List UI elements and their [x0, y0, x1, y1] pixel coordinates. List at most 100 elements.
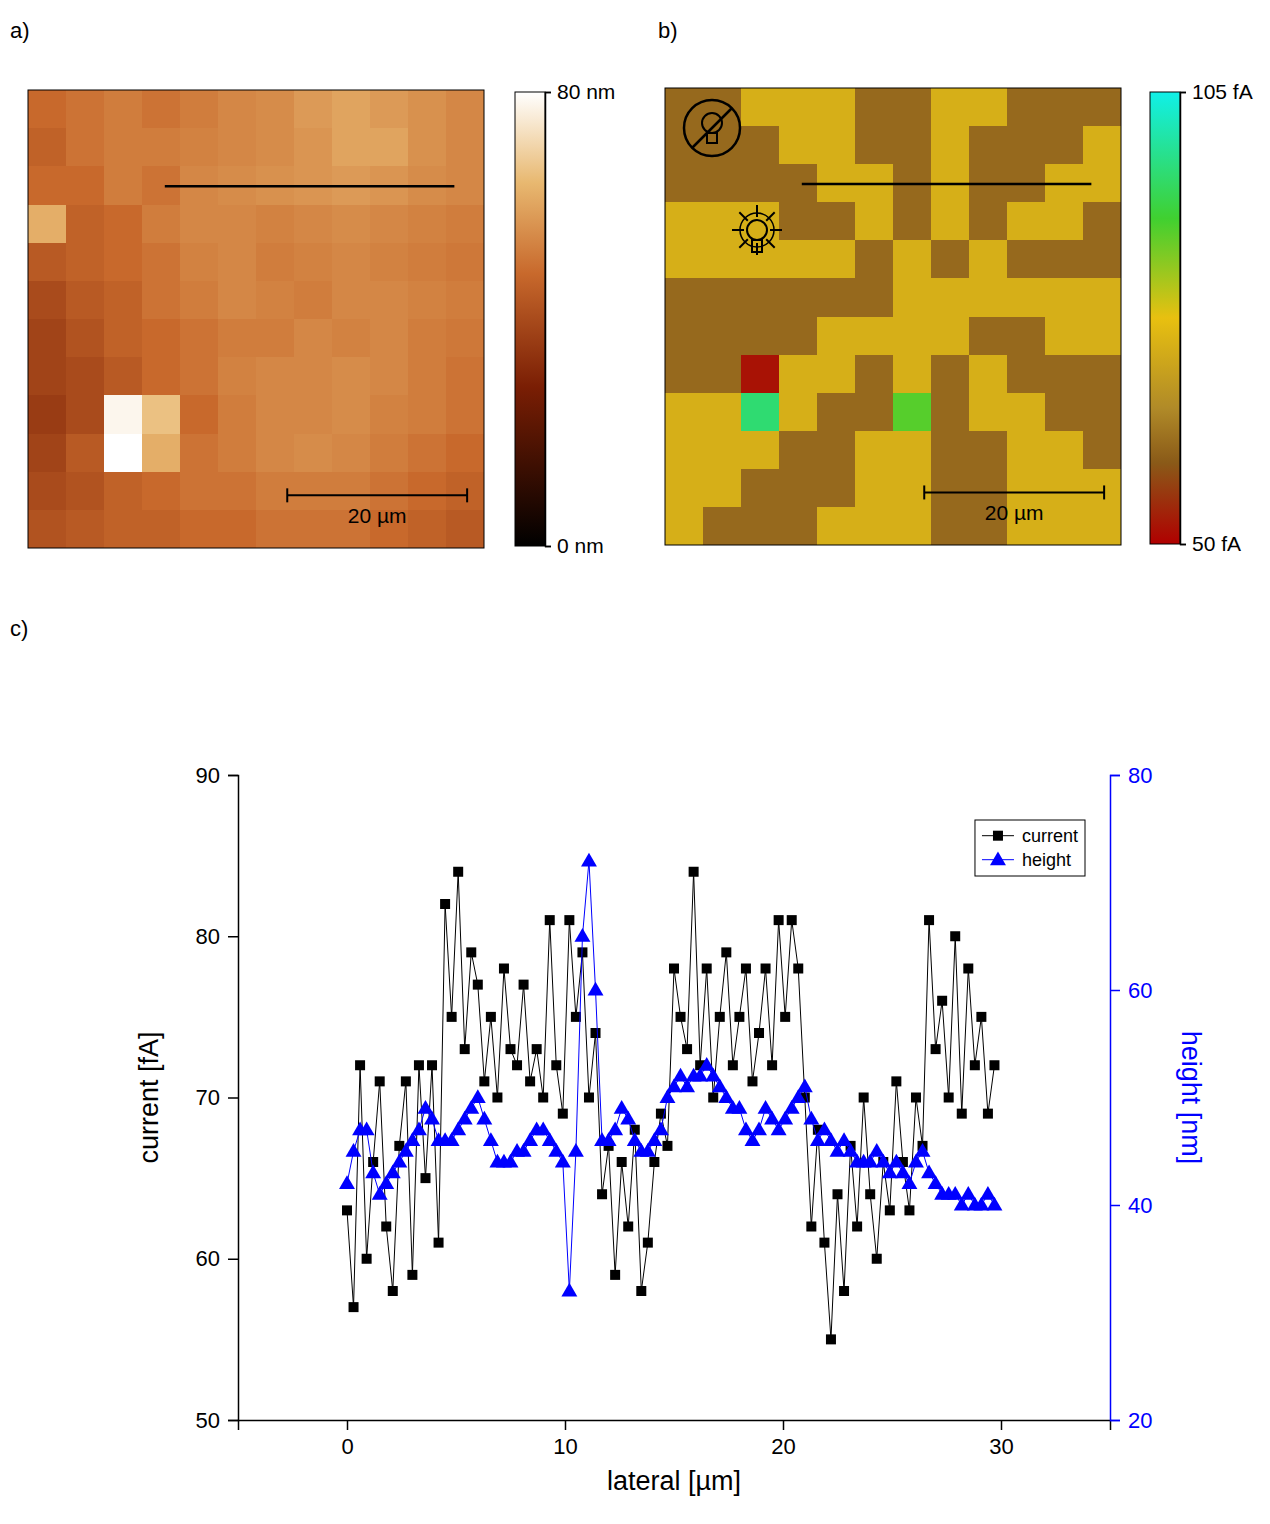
- y-axis-title: current [fA]: [134, 1031, 164, 1163]
- marker: [466, 947, 476, 957]
- marker: [931, 1044, 941, 1054]
- cell: [256, 395, 295, 434]
- cell: [294, 281, 333, 320]
- series-line: [347, 872, 994, 1340]
- marker: [588, 982, 604, 996]
- cell: [741, 507, 780, 545]
- cell: [180, 434, 219, 473]
- cell: [218, 319, 257, 358]
- cell: [741, 317, 780, 356]
- cell: [294, 205, 333, 244]
- colorbar: [515, 92, 545, 546]
- tick: 60: [1110, 978, 1152, 1003]
- legend-item: current: [982, 826, 1078, 846]
- cell: [931, 431, 970, 470]
- cell: [294, 128, 333, 167]
- marker: [662, 1141, 672, 1151]
- cell: [256, 205, 295, 244]
- cell: [332, 281, 371, 320]
- cell: [703, 240, 742, 279]
- cell: [817, 355, 856, 394]
- marker: [872, 1254, 882, 1264]
- cell: [817, 393, 856, 432]
- cell: [779, 88, 818, 127]
- marker: [963, 964, 973, 974]
- marker: [915, 1143, 931, 1157]
- cell: [1007, 202, 1046, 241]
- axis-line: [546, 93, 552, 547]
- cell: [142, 205, 181, 244]
- marker: [728, 1060, 738, 1070]
- cell: [180, 472, 219, 511]
- marker: [584, 1093, 594, 1103]
- tick-label: 0 nm: [557, 534, 604, 557]
- cell: [66, 90, 105, 129]
- marker: [944, 1093, 954, 1103]
- cell: [779, 317, 818, 356]
- cell: [408, 434, 447, 473]
- marker: [928, 1175, 944, 1189]
- cell: [256, 128, 295, 167]
- cell: [142, 357, 181, 396]
- cell: [665, 278, 704, 317]
- cell: [256, 472, 295, 511]
- cell: [741, 393, 780, 432]
- tick-label: 50: [196, 1408, 220, 1433]
- cell: [893, 507, 932, 545]
- cell: [703, 393, 742, 432]
- tick: 60: [196, 1246, 238, 1271]
- tick-mark: [347, 1420, 349, 1430]
- cell: [665, 469, 704, 508]
- marker: [950, 931, 960, 941]
- marker: [483, 1132, 499, 1146]
- marker: [823, 1132, 839, 1146]
- marker: [564, 915, 574, 925]
- axis-line: [1181, 93, 1187, 545]
- cell: [665, 431, 704, 470]
- cell: [408, 357, 447, 396]
- cell: [1083, 393, 1121, 432]
- cell: [1045, 393, 1084, 432]
- scale-bar-end: [466, 488, 468, 502]
- cell: [104, 472, 143, 511]
- tick-mark: [228, 1097, 238, 1099]
- cell: [370, 357, 409, 396]
- cell: [218, 472, 257, 511]
- cell: [218, 281, 257, 320]
- cell: [294, 395, 333, 434]
- marker: [538, 1093, 548, 1103]
- cell: [703, 469, 742, 508]
- cell: [218, 90, 257, 129]
- cell: [142, 243, 181, 282]
- cell: [218, 243, 257, 282]
- cell: [370, 243, 409, 282]
- cell: [779, 393, 818, 432]
- marker: [980, 1186, 996, 1200]
- cell: [969, 278, 1008, 317]
- cell: [665, 240, 704, 279]
- tick-mark: [1001, 1420, 1003, 1430]
- cell: [408, 319, 447, 358]
- cell: [218, 510, 257, 548]
- cell: [66, 281, 105, 320]
- cell: [256, 281, 295, 320]
- cell: [332, 243, 371, 282]
- marker: [836, 1132, 852, 1146]
- tick: 20: [1110, 1408, 1152, 1433]
- marker: [542, 1132, 558, 1146]
- marker: [545, 915, 555, 925]
- scale-bar-end: [286, 488, 288, 502]
- cell: [779, 126, 818, 165]
- axis: 20406080: [1110, 763, 1152, 1433]
- marker: [607, 1122, 623, 1136]
- cell: [180, 128, 219, 167]
- cell: [142, 472, 181, 511]
- marker: [895, 1165, 911, 1179]
- axis: 5060708090: [196, 763, 239, 1433]
- cell: [294, 434, 333, 473]
- cell: [256, 90, 295, 129]
- cell: [28, 472, 67, 511]
- cell: [1007, 88, 1046, 127]
- marker: [901, 1175, 917, 1189]
- marker: [643, 1238, 653, 1248]
